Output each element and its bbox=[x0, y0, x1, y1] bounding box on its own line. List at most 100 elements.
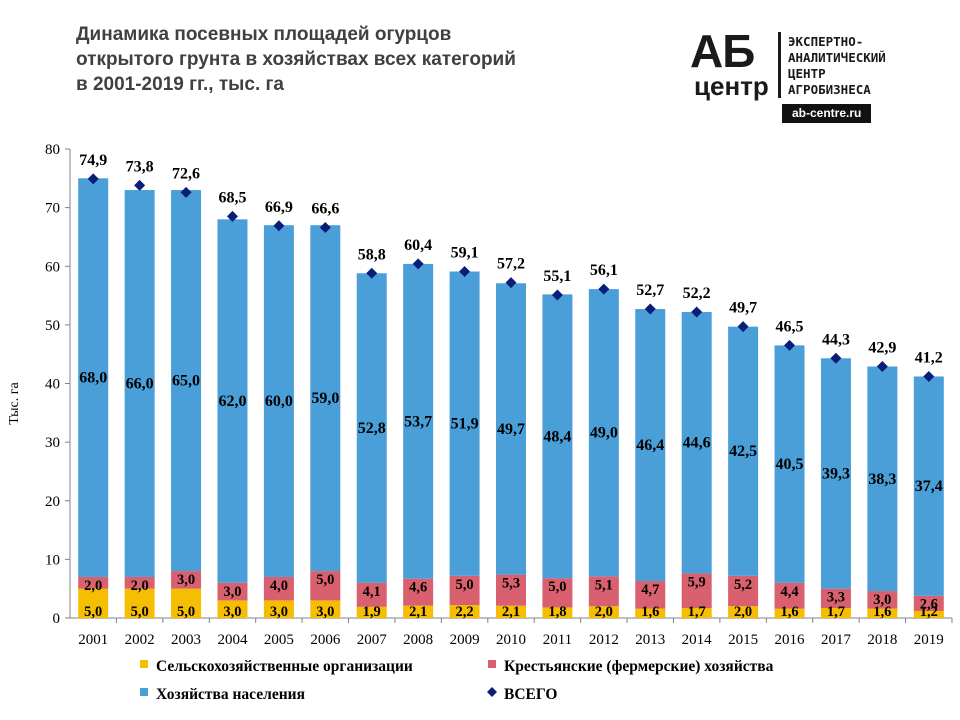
total-marker bbox=[551, 289, 563, 301]
y-tick-label: 40 bbox=[45, 377, 60, 393]
bar-segment-farm bbox=[728, 575, 759, 607]
data-label-farm: 4,0 bbox=[270, 578, 288, 594]
title-line-3: в 2001-2019 гг., тыс. га bbox=[76, 74, 284, 95]
bar-segment-agro bbox=[449, 605, 480, 618]
x-tick-label: 2017 bbox=[821, 632, 852, 648]
bar-segment-farm bbox=[542, 578, 573, 608]
data-label-farm: 3,0 bbox=[873, 592, 891, 608]
legend-item-agro-label: Сельскохозяйственные организации bbox=[156, 658, 413, 675]
data-label-agro: 1,7 bbox=[688, 604, 706, 620]
data-label-farm: 5,3 bbox=[502, 576, 520, 592]
bar-segment-agro bbox=[820, 608, 851, 618]
total-marker bbox=[412, 258, 424, 270]
data-label-total: 49,7 bbox=[729, 300, 757, 317]
bar-segment-households bbox=[867, 366, 898, 592]
data-label-agro: 2,1 bbox=[502, 604, 520, 620]
x-tick-label: 2009 bbox=[450, 632, 480, 648]
total-marker bbox=[830, 352, 842, 364]
y-axis-label: Тыс. га bbox=[7, 382, 22, 425]
data-label-agro: 1,9 bbox=[363, 604, 381, 620]
data-label-households: 46,4 bbox=[636, 437, 664, 454]
data-label-agro: 5,0 bbox=[84, 604, 102, 620]
total-marker bbox=[505, 277, 517, 289]
data-label-total: 52,7 bbox=[636, 282, 664, 299]
data-label-households: 66,0 bbox=[126, 376, 154, 393]
x-tick-label: 2011 bbox=[543, 632, 572, 648]
bar-segment-households bbox=[78, 178, 109, 577]
data-label-agro: 3,0 bbox=[223, 604, 241, 620]
data-label-total: 41,2 bbox=[915, 349, 943, 366]
x-tick-label: 2008 bbox=[403, 632, 433, 648]
data-label-agro: 1,8 bbox=[548, 604, 566, 620]
bar-segment-farm bbox=[171, 571, 202, 589]
total-marker bbox=[644, 303, 656, 315]
y-tick-label: 70 bbox=[45, 201, 60, 217]
x-tick-label: 2007 bbox=[357, 632, 388, 648]
bar-segment-farm bbox=[774, 582, 805, 609]
data-label-farm: 5,2 bbox=[734, 577, 752, 593]
bar-segment-agro bbox=[681, 608, 712, 618]
total-marker bbox=[366, 267, 378, 279]
bar-segment-agro bbox=[635, 608, 666, 618]
bar-segment-households bbox=[449, 271, 480, 576]
total-marker bbox=[134, 179, 146, 191]
total-marker bbox=[226, 210, 238, 222]
data-label-farm: 5,0 bbox=[316, 572, 334, 588]
x-tick-label: 2012 bbox=[589, 632, 619, 648]
data-label-farm: 4,1 bbox=[363, 584, 381, 600]
data-label-agro: 2,1 bbox=[409, 604, 427, 620]
y-tick-label: 30 bbox=[45, 435, 60, 451]
data-label-total: 55,1 bbox=[543, 268, 571, 285]
title-line-1: Динамика посевных площадей огурцов bbox=[76, 24, 452, 45]
data-label-farm: 2,0 bbox=[131, 578, 149, 594]
data-label-farm: 5,1 bbox=[595, 577, 613, 593]
data-label-farm: 3,3 bbox=[827, 590, 845, 606]
data-label-households: 42,5 bbox=[729, 443, 757, 460]
data-label-households: 44,6 bbox=[683, 435, 711, 452]
bar-segment-agro bbox=[867, 608, 898, 618]
data-label-total: 52,2 bbox=[683, 285, 711, 302]
bar-segment-farm bbox=[356, 582, 387, 607]
data-label-total: 72,6 bbox=[172, 165, 200, 182]
total-marker bbox=[273, 220, 285, 232]
total-marker bbox=[876, 360, 888, 372]
bar-segment-households bbox=[310, 225, 341, 572]
bar-segment-households bbox=[681, 311, 712, 574]
bar-segment-agro bbox=[124, 588, 155, 618]
data-label-households: 38,3 bbox=[868, 471, 896, 488]
bar-segment-households bbox=[728, 326, 759, 576]
data-label-agro: 1,2 bbox=[920, 604, 938, 620]
bar-segment-farm bbox=[124, 576, 155, 589]
data-label-households: 39,3 bbox=[822, 465, 850, 482]
x-tick-label: 2019 bbox=[914, 632, 944, 648]
data-label-households: 65,0 bbox=[172, 373, 200, 390]
ab-centre-logo: АБ центр ЭКСПЕРТНО- АНАЛИТИЧЕСКИЙ ЦЕНТР … bbox=[690, 28, 940, 123]
data-label-total: 74,9 bbox=[79, 152, 107, 169]
y-tick-label: 0 bbox=[53, 611, 61, 627]
data-label-households: 48,4 bbox=[543, 428, 571, 445]
chart-title: Динамика посевных площадей огурцов откры… bbox=[76, 22, 596, 97]
x-tick-label: 2001 bbox=[78, 632, 108, 648]
total-marker bbox=[87, 173, 99, 185]
data-label-farm: 2,6 bbox=[920, 597, 938, 613]
bar-segment-agro bbox=[263, 600, 294, 618]
bar-segment-households bbox=[263, 225, 294, 577]
data-label-farm: 5,0 bbox=[548, 579, 566, 595]
data-label-households: 51,9 bbox=[451, 416, 479, 433]
data-label-farm: 3,0 bbox=[177, 572, 195, 588]
data-label-agro: 3,0 bbox=[316, 604, 334, 620]
bar-segment-households bbox=[217, 219, 248, 583]
data-label-total: 57,2 bbox=[497, 256, 525, 273]
y-tick-label: 10 bbox=[45, 552, 60, 568]
x-tick-label: 2010 bbox=[496, 632, 526, 648]
bar-segment-farm bbox=[263, 576, 294, 601]
y-tick-label: 80 bbox=[45, 142, 60, 158]
logo-divider bbox=[778, 32, 781, 98]
data-label-agro: 5,0 bbox=[177, 604, 195, 620]
y-tick-label: 60 bbox=[45, 259, 60, 275]
data-label-total: 56,1 bbox=[590, 262, 618, 279]
legend-item-households-label: Хозяйства населения bbox=[156, 686, 305, 703]
total-marker bbox=[784, 339, 796, 351]
bar-segment-farm bbox=[310, 571, 341, 601]
data-label-households: 52,8 bbox=[358, 420, 386, 437]
